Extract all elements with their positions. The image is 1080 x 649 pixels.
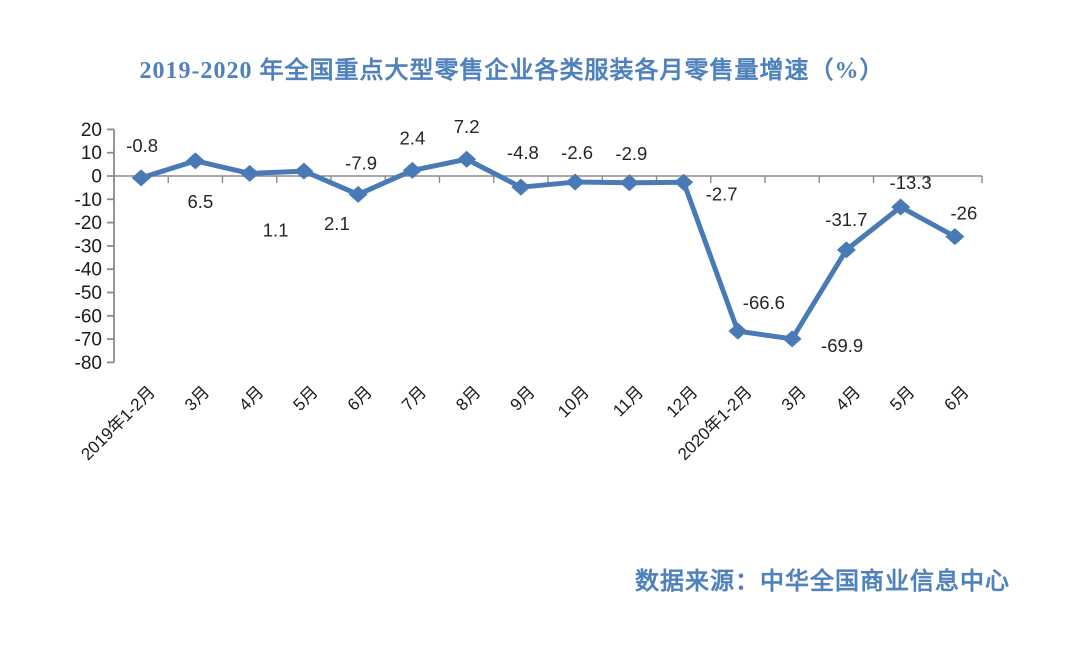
data-point-label: 2.1: [324, 213, 350, 234]
data-point: [836, 241, 856, 259]
y-axis-tick-label: -60: [75, 306, 102, 327]
x-axis-category-label: 4月: [235, 382, 267, 414]
x-axis-category-label: 11月: [609, 382, 647, 420]
y-axis-tick-label: -40: [75, 260, 102, 281]
chart-title: 2019-2020 年全国重点大型零售企业各类服装各月零售量增速（%）: [139, 58, 885, 84]
x-axis-category-label: 8月: [452, 382, 484, 414]
series-polyline: [138, 156, 958, 342]
data-point: [891, 198, 911, 216]
y-axis-tick-label: -20: [75, 213, 102, 234]
x-axis-category-label: 5月: [290, 382, 322, 414]
x-axis-category-label: 9月: [507, 382, 539, 414]
data-point: [294, 162, 314, 180]
x-axis-category-label: 5月: [886, 382, 918, 414]
data-point: [131, 169, 151, 187]
data-point-label: -26: [951, 203, 978, 224]
data-point-label: 7.2: [454, 116, 480, 137]
x-axis-category-label: 6月: [941, 382, 973, 414]
x-axis-category-label: 3月: [181, 382, 213, 414]
data-point: [565, 173, 585, 191]
series-line: [138, 156, 958, 342]
data-point: [348, 185, 368, 203]
data-point-label: -2.7: [706, 183, 738, 204]
data-point-label: -2.6: [561, 142, 593, 163]
y-axis-tick-label: 0: [91, 167, 102, 188]
data-source-caption: 数据来源：中华全国商业信息中心: [635, 568, 1010, 595]
data-point-label: 6.5: [188, 191, 214, 212]
data-point: [782, 330, 802, 348]
x-axis-category-label: 7月: [398, 382, 430, 414]
data-point: [511, 178, 531, 196]
y-axis-tick-label: -50: [75, 283, 102, 304]
data-point: [619, 174, 639, 192]
data-point-label: -31.7: [825, 209, 867, 230]
data-labels: -0.8 6.5 1.1 2.1 -7.9 2.4 7.2 -4.8 -2.6 -2.9 -2.7 -…: [126, 116, 977, 356]
x-axis-labels: 2019年1-2月 3月 4月 5月 6月 7月 8月 9月 10月 11月 12月2020年1-2…: [77, 382, 972, 464]
y-axis-tick-label: -10: [75, 190, 102, 211]
data-point: [402, 161, 422, 179]
y-axis-tick-label: 20: [81, 120, 102, 141]
data-points: [131, 150, 965, 348]
data-point: [674, 173, 694, 191]
data-point: [945, 228, 965, 246]
data-point-label: -13.3: [890, 172, 932, 193]
x-axis-category-label: 3月: [778, 382, 810, 414]
x-axis-category-label: 4月: [832, 382, 864, 414]
data-point-label: -4.8: [507, 142, 539, 163]
x-axis-category-label: 12月: [663, 382, 702, 421]
data-point-label: -2.9: [615, 143, 647, 164]
data-point: [240, 164, 260, 182]
x-axis-category-label: 6月: [344, 382, 376, 414]
y-axis-tick-label: -30: [75, 236, 102, 257]
y-axis-tick-label: -80: [75, 353, 102, 374]
data-point: [457, 150, 477, 168]
data-point-label: -66.6: [743, 292, 785, 313]
data-point-label: -7.9: [345, 152, 377, 173]
y-axis-tick-label: -70: [75, 330, 102, 351]
data-point-label: -69.9: [821, 335, 863, 356]
x-axis-category-label: 10月: [554, 382, 593, 421]
data-point-label: 1.1: [263, 219, 289, 240]
data-point: [185, 152, 205, 170]
data-point-label: -0.8: [126, 135, 158, 156]
data-point-label: 2.4: [400, 127, 426, 148]
x-axis-category-label: 2019年1-2月: [77, 382, 159, 464]
y-axis-tick-label: 10: [81, 143, 102, 164]
data-point: [728, 322, 748, 340]
